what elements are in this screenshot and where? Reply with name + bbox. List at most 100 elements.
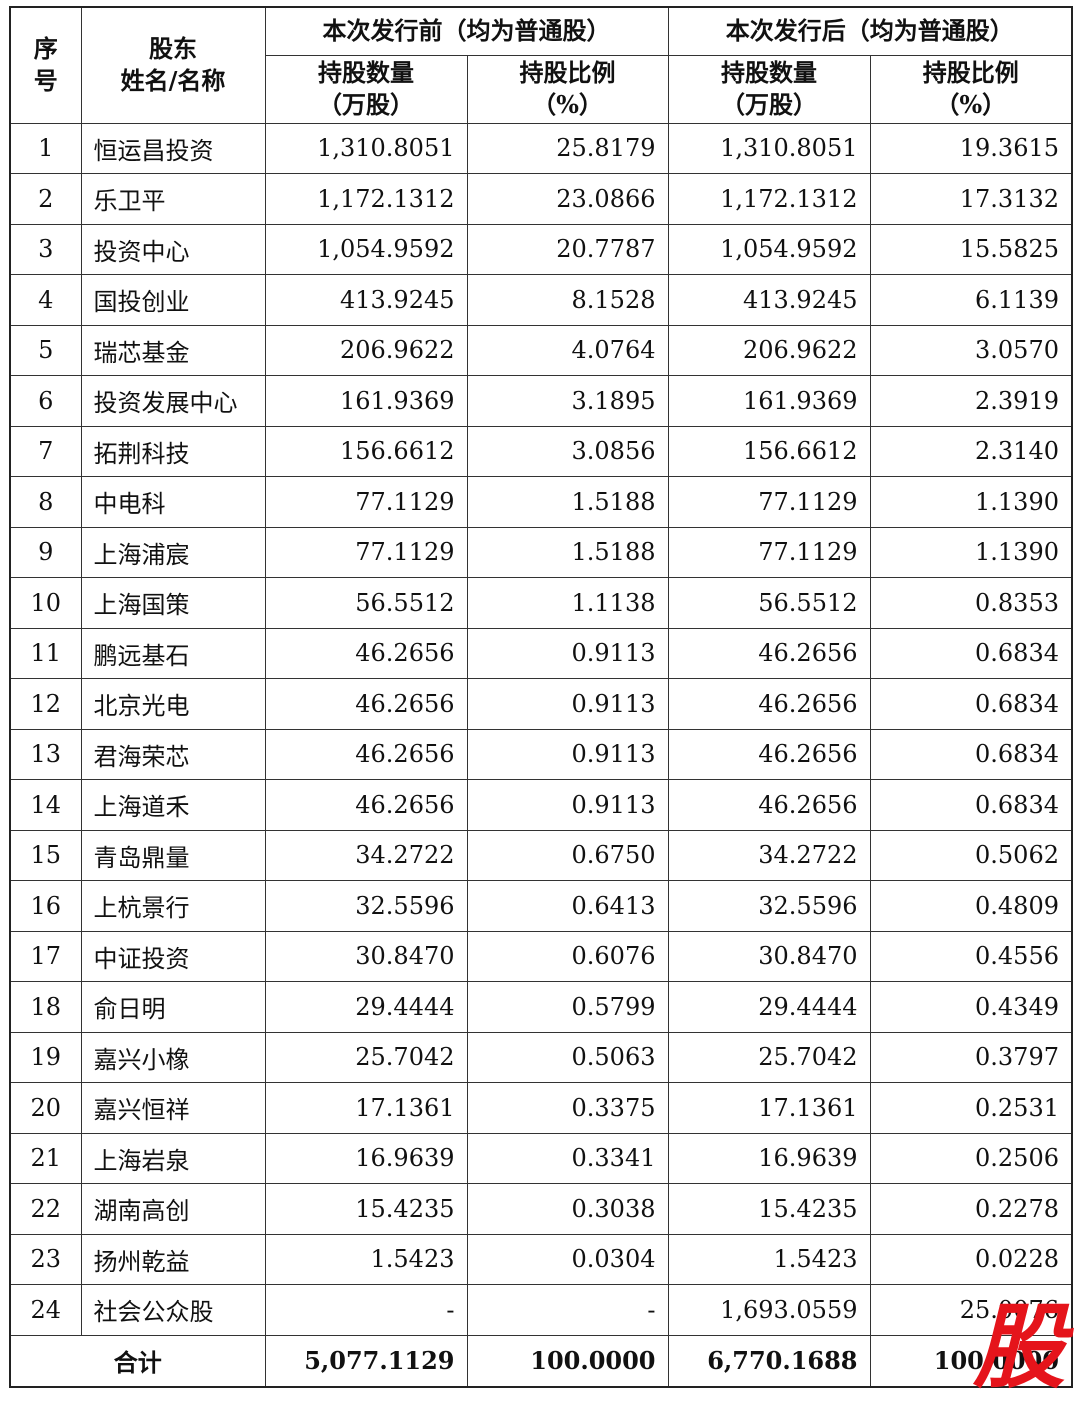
shareholder-name: 上海浦宸 (80, 526, 266, 578)
row-index: 9 (9, 526, 82, 578)
after-shares: 1,172.1312 (667, 173, 871, 225)
total-after-ratio: 100.0000 (869, 1334, 1073, 1387)
before-shares: 34.2722 (264, 829, 468, 881)
table-row: 2 乐卫平 1,172.1312 23.0866 1,172.1312 17.3132 (9, 173, 1073, 225)
shareholder-name: 乐卫平 (80, 173, 266, 225)
shareholder-name: 恒运昌投资 (80, 122, 266, 174)
before-ratio: 23.0866 (466, 173, 669, 225)
before-shares: 46.2656 (264, 678, 468, 730)
table-row: 16 上杭景行 32.5596 0.6413 32.5596 0.4809 (9, 880, 1073, 932)
before-ratio: 0.6750 (466, 829, 669, 881)
before-ratio: 1.5188 (466, 476, 669, 528)
table-row: 21 上海岩泉 16.9639 0.3341 16.9639 0.2506 (9, 1132, 1073, 1184)
after-shares: 1,054.9592 (667, 223, 871, 275)
header-after-ratio: 持股比例 （%） (869, 54, 1073, 124)
row-index: 12 (9, 678, 82, 730)
after-ratio: 15.5825 (869, 223, 1073, 275)
table-row: 4 国投创业 413.9245 8.1528 413.9245 6.1139 (9, 274, 1073, 326)
row-index: 17 (9, 930, 82, 982)
before-shares: 77.1129 (264, 476, 468, 528)
after-ratio: 17.3132 (869, 173, 1073, 225)
table-row: 12 北京光电 46.2656 0.9113 46.2656 0.6834 (9, 678, 1073, 730)
after-ratio: 0.4556 (869, 930, 1073, 982)
before-ratio: 0.6076 (466, 930, 669, 982)
before-shares: 46.2656 (264, 728, 468, 780)
table-row: 8 中电科 77.1129 1.5188 77.1129 1.1390 (9, 476, 1073, 528)
row-index: 3 (9, 223, 82, 275)
before-ratio: 0.0304 (466, 1233, 669, 1285)
shareholder-name: 社会公众股 (80, 1284, 266, 1336)
before-ratio: 8.1528 (466, 274, 669, 326)
after-ratio: 1.1390 (869, 526, 1073, 578)
shareholder-name: 君海荣芯 (80, 728, 266, 780)
row-index: 20 (9, 1082, 82, 1134)
watermark-logo: 股 (972, 1294, 1065, 1401)
before-shares: 1,054.9592 (264, 223, 468, 275)
shareholder-name: 湖南高创 (80, 1183, 266, 1235)
row-index: 5 (9, 324, 82, 376)
before-shares: 56.5512 (264, 577, 468, 629)
shareholder-name: 上杭景行 (80, 880, 266, 932)
header-before-issue: 本次发行前（均为普通股） (264, 6, 669, 56)
before-shares: 29.4444 (264, 981, 468, 1033)
after-shares: 1,310.8051 (667, 122, 871, 174)
before-ratio: 0.3375 (466, 1082, 669, 1134)
before-ratio: 1.5188 (466, 526, 669, 578)
after-shares: 77.1129 (667, 476, 871, 528)
header-after-shares: 持股数量 （万股） (667, 54, 871, 124)
total-label: 合计 (9, 1334, 266, 1387)
after-ratio: 0.4809 (869, 880, 1073, 932)
before-ratio: 0.5063 (466, 1031, 669, 1083)
shareholder-name: 瑞芯基金 (80, 324, 266, 376)
table-row: 5 瑞芯基金 206.9622 4.0764 206.9622 3.0570 (9, 324, 1073, 376)
table-row: 24 社会公众股 - -1,693.0559 25.0076 (9, 1284, 1073, 1336)
after-ratio: 25.0076 (869, 1284, 1073, 1336)
before-ratio: 3.0856 (466, 425, 669, 477)
shareholder-name: 扬州乾益 (80, 1233, 266, 1285)
after-shares: 30.8470 (667, 930, 871, 982)
row-index: 13 (9, 728, 82, 780)
before-shares: 1.5423 (264, 1233, 468, 1285)
after-shares: 29.4444 (667, 981, 871, 1033)
after-ratio: 3.0570 (869, 324, 1073, 376)
row-index: 15 (9, 829, 82, 881)
after-shares: 46.2656 (667, 779, 871, 831)
before-shares: 17.1361 (264, 1082, 468, 1134)
after-shares: 16.9639 (667, 1132, 871, 1184)
before-ratio: 0.3038 (466, 1183, 669, 1235)
row-index: 23 (9, 1233, 82, 1285)
after-shares: 32.5596 (667, 880, 871, 932)
total-after-shares: 6,770.1688 (667, 1334, 871, 1387)
row-index: 24 (9, 1284, 82, 1336)
before-ratio: 4.0764 (466, 324, 669, 376)
before-ratio: 0.9113 (466, 779, 669, 831)
after-ratio: 0.2531 (869, 1082, 1073, 1134)
shareholder-name: 上海道禾 (80, 779, 266, 831)
after-ratio: 0.6834 (869, 627, 1073, 679)
after-ratio: 2.3919 (869, 375, 1073, 427)
before-shares: 25.7042 (264, 1031, 468, 1083)
table-row: 19 嘉兴小橡 25.7042 0.5063 25.7042 0.3797 (9, 1031, 1073, 1083)
after-ratio: 6.1139 (869, 274, 1073, 326)
table-row: 3 投资中心 1,054.9592 20.7787 1,054.9592 15.5825 (9, 223, 1073, 275)
before-ratio: 0.9113 (466, 728, 669, 780)
before-ratio: 0.9113 (466, 627, 669, 679)
shareholder-name: 鹏远基石 (80, 627, 266, 679)
after-shares: 56.5512 (667, 577, 871, 629)
before-shares: 46.2656 (264, 779, 468, 831)
table-row: 9 上海浦宸 77.1129 1.5188 77.1129 1.1390 (9, 526, 1073, 578)
after-ratio: 0.8353 (869, 577, 1073, 629)
row-index: 11 (9, 627, 82, 679)
table-row: 7 拓荆科技 156.6612 3.0856 156.6612 2.3140 (9, 425, 1073, 477)
total-before-shares: 5,077.1129 (264, 1334, 468, 1387)
table-row: 15 青岛鼎量 34.2722 0.6750 34.2722 0.5062 (9, 829, 1073, 881)
shareholder-name: 北京光电 (80, 678, 266, 730)
before-shares: 15.4235 (264, 1183, 468, 1235)
table-row: 14 上海道禾 46.2656 0.9113 46.2656 0.6834 (9, 779, 1073, 831)
header-shareholder-name: 股东 姓名/名称 (80, 6, 266, 124)
after-ratio: 1.1390 (869, 476, 1073, 528)
shareholder-name: 嘉兴恒祥 (80, 1082, 266, 1134)
after-ratio: 0.6834 (869, 678, 1073, 730)
after-ratio: 0.2506 (869, 1132, 1073, 1184)
before-shares: 161.9369 (264, 375, 468, 427)
